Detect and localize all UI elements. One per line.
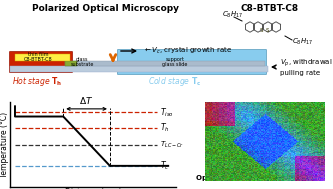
Text: S: S (259, 28, 263, 33)
Text: $T_{LC-Cr}$: $T_{LC-Cr}$ (160, 139, 184, 150)
X-axis label: Distance (mm): Distance (mm) (65, 188, 122, 189)
Y-axis label: Temperature (°C): Temperature (°C) (0, 112, 9, 178)
Text: $T_c$: $T_c$ (160, 160, 169, 172)
Text: S: S (265, 28, 269, 33)
Text: $C_8H_{17}$: $C_8H_{17}$ (292, 37, 313, 47)
FancyBboxPatch shape (118, 50, 266, 74)
FancyBboxPatch shape (10, 66, 268, 72)
FancyBboxPatch shape (10, 51, 73, 73)
FancyBboxPatch shape (65, 61, 77, 66)
FancyBboxPatch shape (15, 54, 70, 61)
Text: $T_{iso}$: $T_{iso}$ (160, 106, 174, 119)
Text: support
glass slide: support glass slide (162, 57, 188, 67)
Text: $V_p$, withdrawal
pulling rate: $V_p$, withdrawal pulling rate (280, 58, 332, 76)
Text: Polarized Optical Microscopy: Polarized Optical Microscopy (32, 4, 178, 13)
FancyBboxPatch shape (65, 61, 265, 66)
Text: glass
substrate: glass substrate (70, 57, 94, 67)
Text: thin film
C8-BTBT-C8: thin film C8-BTBT-C8 (24, 52, 52, 62)
Text: $\it{Cold\ stage\ }$$\mathbf{T_c}$: $\it{Cold\ stage\ }$$\mathbf{T_c}$ (148, 75, 201, 88)
Text: $C_8H_{17}$: $C_8H_{17}$ (222, 10, 243, 20)
Text: $T_h$: $T_h$ (160, 121, 169, 134)
Text: Optical profilometry image: Optical profilometry image (196, 175, 304, 181)
Text: C8-BTBT-C8: C8-BTBT-C8 (241, 4, 299, 13)
Text: $\Delta T$: $\Delta T$ (80, 95, 94, 106)
Text: $\leftarrow V_c$, crystal growth rate: $\leftarrow V_c$, crystal growth rate (143, 46, 232, 56)
Text: $\it{Hot\ stage\ }$$\mathbf{T_h}$: $\it{Hot\ stage\ }$$\mathbf{T_h}$ (12, 75, 62, 88)
